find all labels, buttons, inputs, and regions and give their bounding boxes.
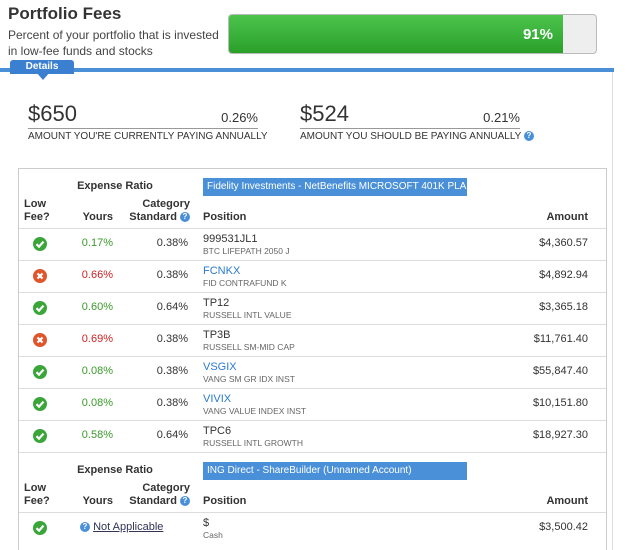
fund-name: BTC LIFEPATH 2050 J bbox=[203, 246, 290, 256]
amount: $3,365.18 bbox=[539, 301, 588, 313]
amount: $4,892.94 bbox=[539, 269, 588, 281]
amount: $3,500.42 bbox=[539, 521, 588, 533]
standard: 0.64% bbox=[156, 429, 188, 441]
subtitle: Percent of your portfolio that is invest… bbox=[8, 28, 219, 58]
col-standard-text: Category Standard bbox=[129, 198, 190, 223]
col-low-fee: Low Fee? bbox=[24, 198, 50, 223]
col-amount: Amount bbox=[546, 495, 588, 507]
details-tab[interactable]: Details bbox=[10, 60, 74, 74]
help-icon[interactable]: ? bbox=[80, 522, 90, 533]
yours: 0.66% bbox=[81, 269, 113, 281]
amount: $4,360.57 bbox=[539, 237, 588, 249]
low-fee-icon bbox=[33, 521, 47, 535]
help-icon[interactable]: ? bbox=[180, 496, 190, 507]
high-fee-icon bbox=[33, 333, 47, 347]
symbol: TP3B bbox=[203, 329, 231, 341]
table-frame bbox=[18, 168, 607, 550]
low-fee-icon bbox=[33, 397, 47, 411]
percent: 0.21% bbox=[483, 110, 520, 125]
low-fee-icon bbox=[33, 365, 47, 379]
col-yours: Yours bbox=[82, 495, 113, 507]
fund-name: RUSSELL INTL VALUE bbox=[203, 310, 292, 320]
low-fee-icon bbox=[33, 237, 47, 251]
col-low-fee: Low Fee? bbox=[24, 482, 50, 507]
caption-text: AMOUNT YOU SHOULD BE PAYING ANNUALLY bbox=[300, 131, 522, 142]
caption: AMOUNT YOU'RE CURRENTLY PAYING ANNUALLY bbox=[28, 131, 268, 142]
divider bbox=[0, 68, 614, 72]
group-label: Expense Ratio bbox=[77, 464, 153, 476]
symbol: TP12 bbox=[203, 297, 230, 309]
row-separator bbox=[19, 260, 606, 261]
standard: 0.38% bbox=[156, 397, 188, 409]
tab-pointer bbox=[36, 72, 50, 80]
row-separator bbox=[19, 388, 606, 389]
symbol[interactable]: VSGIX bbox=[203, 361, 237, 373]
fund-name: VANG SM GR IDX INST bbox=[203, 374, 295, 384]
row-separator bbox=[19, 228, 606, 229]
fund-name: FID CONTRAFUND K bbox=[203, 278, 287, 288]
col-position: Position bbox=[203, 211, 247, 223]
yours: 0.69% bbox=[81, 333, 113, 345]
title: Portfolio Fees bbox=[8, 4, 122, 23]
standard: 0.38% bbox=[156, 269, 188, 281]
fund-name: Cash bbox=[203, 530, 223, 540]
row-separator bbox=[19, 420, 606, 421]
yours: 0.08% bbox=[81, 365, 113, 377]
underline bbox=[28, 128, 258, 129]
amount: $650 bbox=[28, 101, 77, 126]
progress-bar: 91% bbox=[228, 14, 597, 54]
amount: $524 bbox=[300, 101, 349, 126]
low-fee-icon bbox=[33, 301, 47, 315]
progress-label: 91% bbox=[522, 26, 553, 43]
row-separator bbox=[19, 512, 606, 513]
amount: $10,151.80 bbox=[532, 397, 588, 409]
symbol: $ bbox=[203, 517, 210, 529]
symbol[interactable]: VIVIX bbox=[203, 393, 232, 405]
help-icon[interactable]: ? bbox=[523, 131, 534, 142]
symbol[interactable]: FCNKX bbox=[203, 265, 241, 277]
col-standard: Category Standard ? bbox=[118, 482, 190, 508]
standard: 0.38% bbox=[156, 333, 188, 345]
col-standard-text: Category Standard bbox=[129, 482, 190, 507]
row-separator bbox=[19, 356, 606, 357]
col-standard: Category Standard ? bbox=[118, 198, 190, 224]
caption-text: AMOUNT YOU'RE CURRENTLY PAYING ANNUALLY bbox=[28, 131, 268, 142]
fund-name: RUSSELL SM-MID CAP bbox=[203, 342, 295, 352]
group-label: Expense Ratio bbox=[77, 180, 153, 192]
row-separator bbox=[19, 452, 606, 453]
yours: 0.60% bbox=[81, 301, 113, 313]
standard: 0.64% bbox=[156, 301, 188, 313]
underline bbox=[300, 128, 520, 129]
help-icon[interactable]: ? bbox=[180, 212, 190, 223]
standard: 0.38% bbox=[156, 237, 188, 249]
low-fee-icon bbox=[33, 429, 47, 443]
account-bar: ING Direct - ShareBuilder (Unnamed Accou… bbox=[203, 462, 467, 480]
row-separator bbox=[19, 292, 606, 293]
percent: 0.26% bbox=[221, 110, 258, 125]
high-fee-icon bbox=[33, 269, 47, 283]
symbol: TPC6 bbox=[203, 425, 232, 437]
yours: 0.08% bbox=[81, 397, 113, 409]
standard: 0.38% bbox=[156, 365, 188, 377]
yours: 0.58% bbox=[81, 429, 113, 441]
symbol: 999531JL1 bbox=[203, 233, 258, 245]
row-separator bbox=[19, 324, 606, 325]
col-amount: Amount bbox=[546, 211, 588, 223]
caption: AMOUNT YOU SHOULD BE PAYING ANNUALLY ? bbox=[300, 131, 534, 142]
not-applicable-link[interactable]: Not Applicable bbox=[93, 521, 164, 533]
yours: 0.17% bbox=[81, 237, 113, 249]
fund-name: VANG VALUE INDEX INST bbox=[203, 406, 307, 416]
amount: $55,847.40 bbox=[532, 365, 588, 377]
fund-name: RUSSELL INTL GROWTH bbox=[203, 438, 303, 448]
account-bar: Fidelity Investments - NetBenefits MICRO… bbox=[203, 178, 474, 196]
amount: $11,761.40 bbox=[533, 333, 588, 345]
amount: $18,927.30 bbox=[532, 429, 588, 441]
col-position: Position bbox=[203, 495, 247, 507]
progress-fill: 91% bbox=[229, 15, 563, 53]
right-border bbox=[612, 72, 613, 550]
not-applicable[interactable]: ? Not Applicable bbox=[80, 521, 163, 533]
col-yours: Yours bbox=[82, 211, 113, 223]
